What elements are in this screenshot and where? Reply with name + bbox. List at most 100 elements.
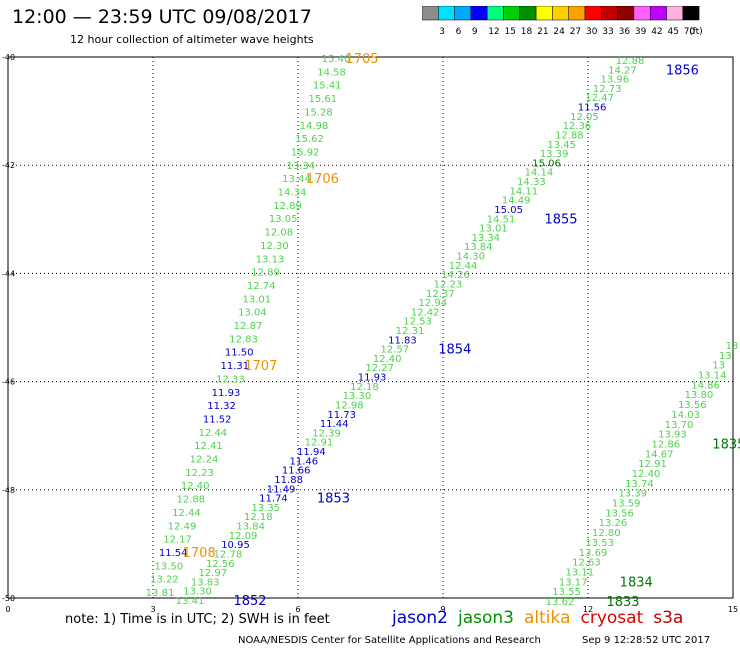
wave-height-value: 13.22 bbox=[150, 575, 179, 586]
wave-height-value: 15.62 bbox=[295, 134, 324, 145]
color-swatch bbox=[519, 6, 537, 21]
wave-height-value: 12.94 bbox=[418, 298, 447, 309]
pass-time-label: 1707 bbox=[244, 359, 277, 374]
wave-height-value: 12.53 bbox=[403, 317, 432, 328]
pass-time-label: 1854 bbox=[438, 343, 471, 358]
wave-height-value: 13.05 bbox=[269, 214, 298, 225]
wave-height-value: 13.70 bbox=[665, 420, 694, 431]
wave-height-value: 14.03 bbox=[671, 410, 700, 421]
wave-height-value: 12.42 bbox=[411, 307, 440, 318]
wave-height-value: 12.40 bbox=[632, 469, 661, 480]
wave-height-value: 14.51 bbox=[487, 214, 516, 225]
wave-height-value: 13.84 bbox=[464, 242, 493, 253]
wave-height-value: 13.59 bbox=[612, 499, 641, 510]
wave-height-value: 13.01 bbox=[479, 224, 508, 235]
wave-height-value: 13.39 bbox=[618, 489, 647, 500]
wave-height-value: 11.66 bbox=[282, 466, 311, 477]
wave-height-value: 12.23 bbox=[185, 468, 214, 479]
wave-height-value: 12.49 bbox=[168, 521, 197, 532]
wave-height-value: 13.55 bbox=[552, 587, 581, 598]
wave-height-value: 12.30 bbox=[260, 241, 289, 252]
wave-height-value: 13.01 bbox=[242, 294, 271, 305]
wave-height-value: 12.56 bbox=[206, 559, 235, 570]
wave-height-value: 14.33 bbox=[517, 177, 546, 188]
wave-height-value: 14.49 bbox=[502, 196, 531, 207]
wave-height-value: 13.34 bbox=[472, 233, 501, 244]
wave-height-value: 11.54 bbox=[159, 548, 188, 559]
wave-height-value: 14.11 bbox=[509, 186, 538, 197]
color-swatch bbox=[503, 6, 521, 21]
wave-height-value: 12.08 bbox=[264, 228, 293, 239]
color-scale-label: 30 bbox=[586, 27, 598, 37]
color-scale-label: 45 bbox=[668, 27, 679, 37]
jason2-track-1833-1835: 13131313.1414.8613.8013.5614.0313.7013.9… bbox=[546, 341, 740, 610]
wave-height-value: 13.56 bbox=[605, 508, 634, 519]
pass-time-label: 1706 bbox=[306, 172, 339, 187]
page-title: 12:00 — 23:59 UTC 09/08/2017 bbox=[12, 6, 312, 28]
wave-height-value: 12.91 bbox=[638, 459, 667, 470]
wave-height-value: 13.39 bbox=[540, 149, 569, 160]
wave-height-value: 15.05 bbox=[494, 205, 523, 216]
wave-height-value: 11.88 bbox=[274, 475, 303, 486]
wave-height-value: 13.69 bbox=[579, 548, 608, 559]
latitude-tick-label: -48 bbox=[2, 486, 15, 495]
pass-time-label: 1834 bbox=[620, 575, 653, 590]
wave-height-value: 12.88 bbox=[176, 495, 205, 506]
color-scale-label: 33 bbox=[602, 27, 613, 37]
wave-height-value: 11.31 bbox=[220, 361, 249, 372]
wave-height-value: 11.49 bbox=[267, 484, 296, 495]
wave-height-value: 11.83 bbox=[388, 335, 417, 346]
wave-height-value: 12.33 bbox=[216, 374, 245, 385]
page-subtitle: 12 hour collection of altimeter wave hei… bbox=[70, 33, 314, 46]
latitude-tick-label: -40 bbox=[2, 53, 15, 62]
wave-height-value: 12.18 bbox=[350, 382, 379, 393]
wave-height-value: 12.86 bbox=[652, 439, 681, 450]
pass-time-label: 1852 bbox=[233, 594, 266, 609]
pass-time-label: 1853 bbox=[317, 492, 350, 507]
wave-height-value: 14.30 bbox=[456, 252, 485, 263]
wave-height-value: 13.84 bbox=[236, 522, 265, 533]
pass-time-label: 1835 bbox=[712, 437, 740, 452]
color-swatch bbox=[486, 6, 504, 21]
color-scale-label: 9 bbox=[472, 27, 478, 37]
wave-height-value: 12.87 bbox=[234, 321, 263, 332]
color-scale-label: 39 bbox=[635, 27, 647, 37]
wave-height-value: 13.26 bbox=[599, 518, 628, 529]
color-scale-label: 36 bbox=[619, 27, 631, 37]
wave-height-value: 13.30 bbox=[183, 587, 212, 598]
wave-height-value: 12.23 bbox=[434, 279, 463, 290]
wave-height-value: 11.74 bbox=[259, 494, 288, 505]
wave-height-value: 12.31 bbox=[396, 326, 425, 337]
wave-height-value: 11.56 bbox=[578, 103, 607, 114]
wave-height-value: 12.18 bbox=[244, 512, 273, 523]
pass-time-label: 1705 bbox=[345, 52, 378, 67]
latitude-tick-label: -42 bbox=[2, 161, 15, 170]
color-swatch bbox=[438, 6, 455, 21]
wave-height-value: 14.86 bbox=[691, 380, 720, 391]
color-scale-label: 12 bbox=[488, 27, 499, 37]
wave-height-value: 15.40 bbox=[322, 54, 351, 65]
wave-height-value: 13.14 bbox=[698, 371, 727, 382]
wave-height-value: 12.47 bbox=[585, 93, 614, 104]
color-swatch bbox=[568, 6, 586, 21]
wave-height-value: 14.26 bbox=[441, 270, 470, 281]
credit-text: NOAA/NESDIS Center for Satellite Applica… bbox=[238, 635, 541, 646]
color-scale-label: 18 bbox=[521, 27, 533, 37]
wave-height-value: 13.13 bbox=[256, 254, 285, 265]
wave-height-value: 14.14 bbox=[525, 168, 554, 179]
wave-height-value: 12.98 bbox=[335, 400, 364, 411]
color-scale-label: 24 bbox=[553, 27, 565, 37]
legend-s3a: s3a bbox=[653, 608, 684, 628]
color-swatch bbox=[649, 6, 667, 21]
satellite-legend: jason2 jason3 altika cryosat s3a bbox=[392, 608, 693, 628]
wave-height-value: 11.93 bbox=[358, 373, 387, 384]
jason3-track-1852-1856: 12.8814.2713.9612.7312.4711.5612.0512.36… bbox=[176, 56, 699, 609]
color-swatch bbox=[454, 6, 472, 21]
wave-height-value: 13.30 bbox=[343, 391, 372, 402]
pass-time-label: 1856 bbox=[666, 63, 699, 78]
wave-height-value: 12.05 bbox=[570, 112, 599, 123]
longitude-tick-label: 0 bbox=[5, 605, 10, 614]
color-scale-label: 21 bbox=[537, 27, 548, 37]
color-swatch bbox=[617, 6, 635, 21]
